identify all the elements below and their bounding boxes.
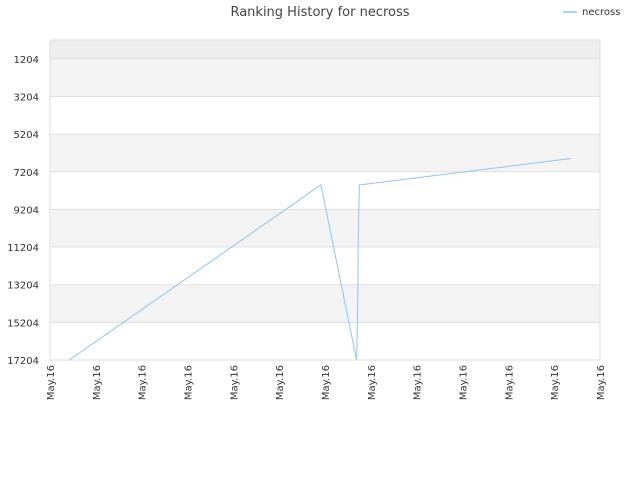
y-tick-label: 1204	[14, 55, 39, 66]
x-tick-label: May.16	[275, 365, 286, 400]
y-tick-label: 3204	[14, 92, 39, 103]
x-tick-label: May.16	[46, 365, 57, 400]
y-tick-label: 11204	[7, 243, 39, 254]
x-tick-label: May.16	[413, 365, 424, 400]
background-band	[50, 134, 600, 172]
background-band	[50, 322, 600, 360]
x-tick-label: May.16	[138, 365, 149, 400]
y-tick-label: 13204	[7, 281, 39, 292]
background-band	[50, 284, 600, 323]
y-tick-label: 9204	[14, 205, 39, 216]
x-tick-label: May.16	[367, 365, 378, 400]
x-tick-label: May.16	[321, 365, 332, 400]
y-tick-label: 15204	[7, 318, 39, 329]
x-tick-label: May.16	[229, 365, 240, 400]
y-tick-label: 17204	[7, 356, 39, 367]
y-tick-label: 7204	[14, 168, 39, 179]
background-band	[50, 96, 600, 135]
background-band	[50, 209, 600, 248]
series-lines	[69, 158, 571, 361]
chart-title: Ranking History for necross	[230, 5, 409, 20]
background-band	[50, 40, 600, 59]
series-line-necross	[69, 158, 571, 361]
x-tick-label: May.16	[459, 365, 470, 400]
legend: necross	[563, 7, 620, 18]
x-tick-label: May.16	[184, 365, 195, 400]
background-band	[50, 247, 600, 285]
x-tick-label: May.16	[550, 365, 561, 400]
plot-frame	[49, 39, 601, 361]
x-tick-label: May.16	[504, 365, 515, 400]
legend-label-necross: necross	[582, 7, 620, 18]
background-bands	[50, 40, 600, 360]
y-axis-tick-labels: 1204 3204 5204 7204 9204 11204 13204 15204 17204	[7, 55, 39, 367]
x-tick-label: May.16	[92, 365, 103, 400]
background-band	[50, 58, 600, 97]
x-axis-tick-labels: May.16 May.16 May.16 May.16 May.16 May.16 May.…	[46, 365, 607, 400]
x-tick-label: May.16	[596, 365, 607, 400]
y-tick-label: 5204	[14, 130, 39, 141]
